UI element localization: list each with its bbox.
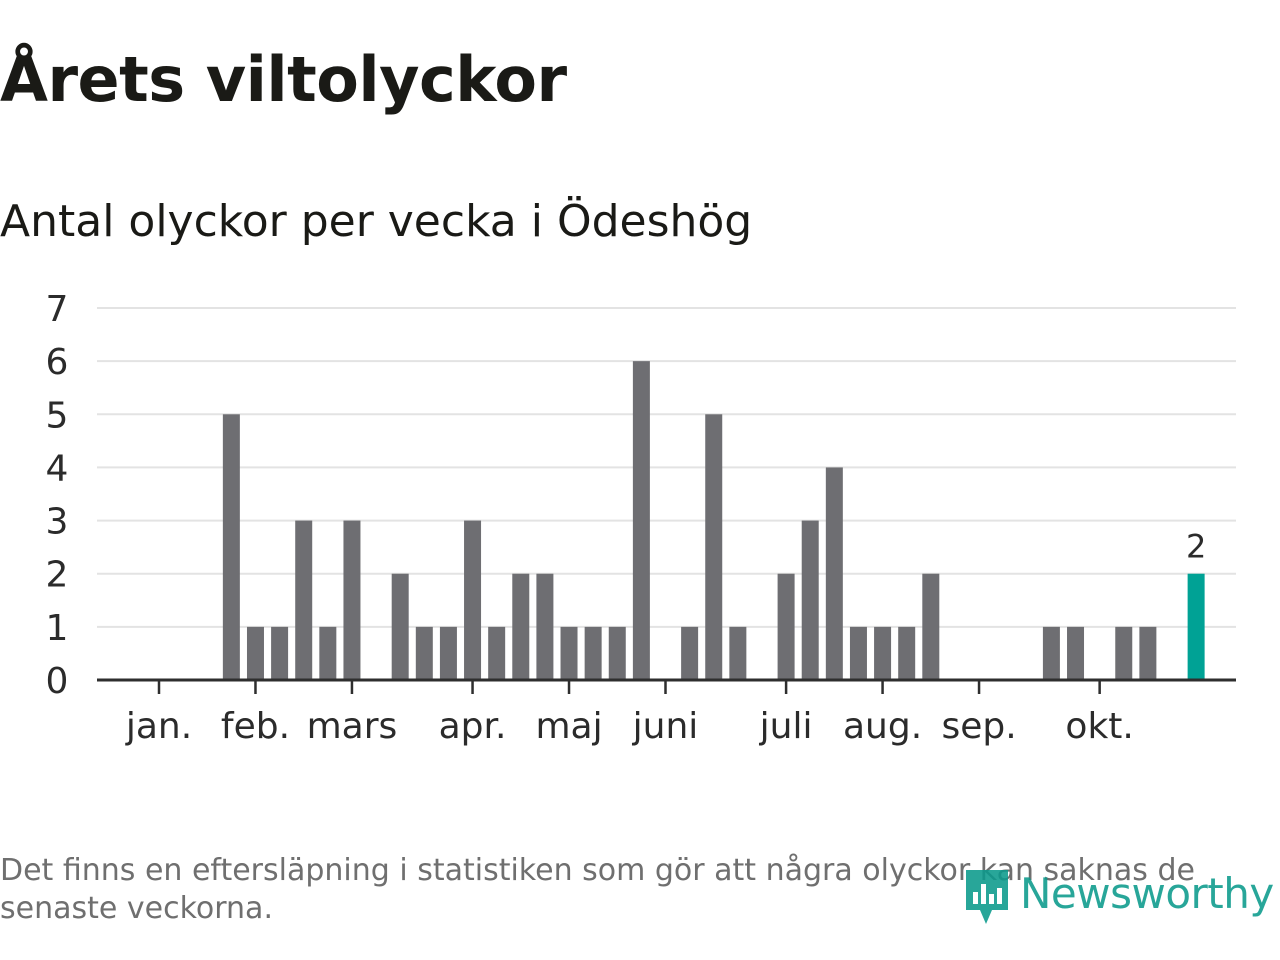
- x-tick-label: sep.: [941, 706, 1016, 747]
- bar-week-12: [415, 626, 433, 680]
- bar-week-31: [874, 626, 892, 680]
- chart-speech-bubble-icon: [966, 870, 1008, 924]
- bar-week-13: [439, 626, 457, 680]
- bar-week-17: [536, 573, 554, 680]
- bar-week-6: [271, 626, 289, 680]
- bar-week-21: [632, 361, 650, 680]
- bar-week-32: [898, 626, 916, 680]
- bar-week-11: [391, 573, 409, 680]
- bar-week-27: [777, 573, 795, 680]
- bars: [222, 361, 1205, 680]
- page-title: Årets viltolyckor: [0, 43, 567, 116]
- y-tick-label: 5: [46, 395, 69, 436]
- bar-week-29: [825, 467, 843, 680]
- data-label-latest: 2: [1186, 528, 1206, 566]
- y-tick-label: 2: [46, 555, 69, 596]
- x-tick-label: apr.: [439, 706, 507, 747]
- y-tick-label: 3: [46, 502, 69, 543]
- x-axis-ticks: jan. feb. mars apr. maj juni juli aug. sep. okt.: [125, 680, 1134, 747]
- bar-chart: 0 1 2 3 4 5 6 7 jan. feb. mars apr. maj juni juli aug.…: [46, 289, 1236, 747]
- bar-week-38: [1042, 626, 1060, 680]
- x-tick-label: juli: [759, 706, 813, 747]
- bar-week-7: [295, 520, 313, 680]
- y-tick-label: 4: [46, 448, 69, 489]
- y-tick-label: 0: [46, 661, 69, 702]
- x-tick-label: juni: [632, 706, 699, 747]
- bar-week-8: [319, 626, 337, 680]
- bar-week-25: [729, 626, 747, 680]
- x-tick-label: aug.: [843, 706, 922, 747]
- bar-week-20: [608, 626, 626, 680]
- bar-week-33: [922, 573, 940, 680]
- bar-week-23: [681, 626, 699, 680]
- bar-week-9: [343, 520, 361, 680]
- bar-week-39: [1067, 626, 1085, 680]
- bar-week-41: [1115, 626, 1133, 680]
- bar-week-16: [512, 573, 530, 680]
- x-tick-label: maj: [535, 706, 602, 747]
- x-tick-label: feb.: [221, 706, 290, 747]
- bar-week-42: [1139, 626, 1157, 680]
- bar-week-19: [584, 626, 602, 680]
- bar-week-28: [801, 520, 819, 680]
- bar-week-4: [222, 414, 240, 680]
- y-tick-label: 6: [46, 342, 69, 383]
- bar-week-15: [488, 626, 506, 680]
- x-tick-label: mars: [307, 706, 398, 747]
- bar-week-5: [246, 626, 264, 680]
- x-tick-label: okt.: [1065, 706, 1133, 747]
- chart-subtitle: Antal olyckor per vecka i Ödeshög: [0, 196, 753, 247]
- y-axis-ticks: 0 1 2 3 4 5 6 7: [46, 289, 69, 702]
- x-tick-label: jan.: [125, 706, 192, 747]
- gridlines: [97, 307, 1236, 628]
- y-tick-label: 7: [46, 289, 69, 330]
- data-labels: 2: [1186, 528, 1206, 566]
- bar-week-30: [849, 626, 867, 680]
- brand-name: Newsworthy: [1020, 869, 1274, 918]
- bar-week-24: [705, 414, 723, 680]
- bar-week-18: [560, 626, 578, 680]
- bar-week-44: [1187, 573, 1205, 680]
- brand-logo: Newsworthy: [962, 860, 1274, 928]
- y-tick-label: 1: [46, 608, 69, 649]
- bar-week-14: [464, 520, 482, 680]
